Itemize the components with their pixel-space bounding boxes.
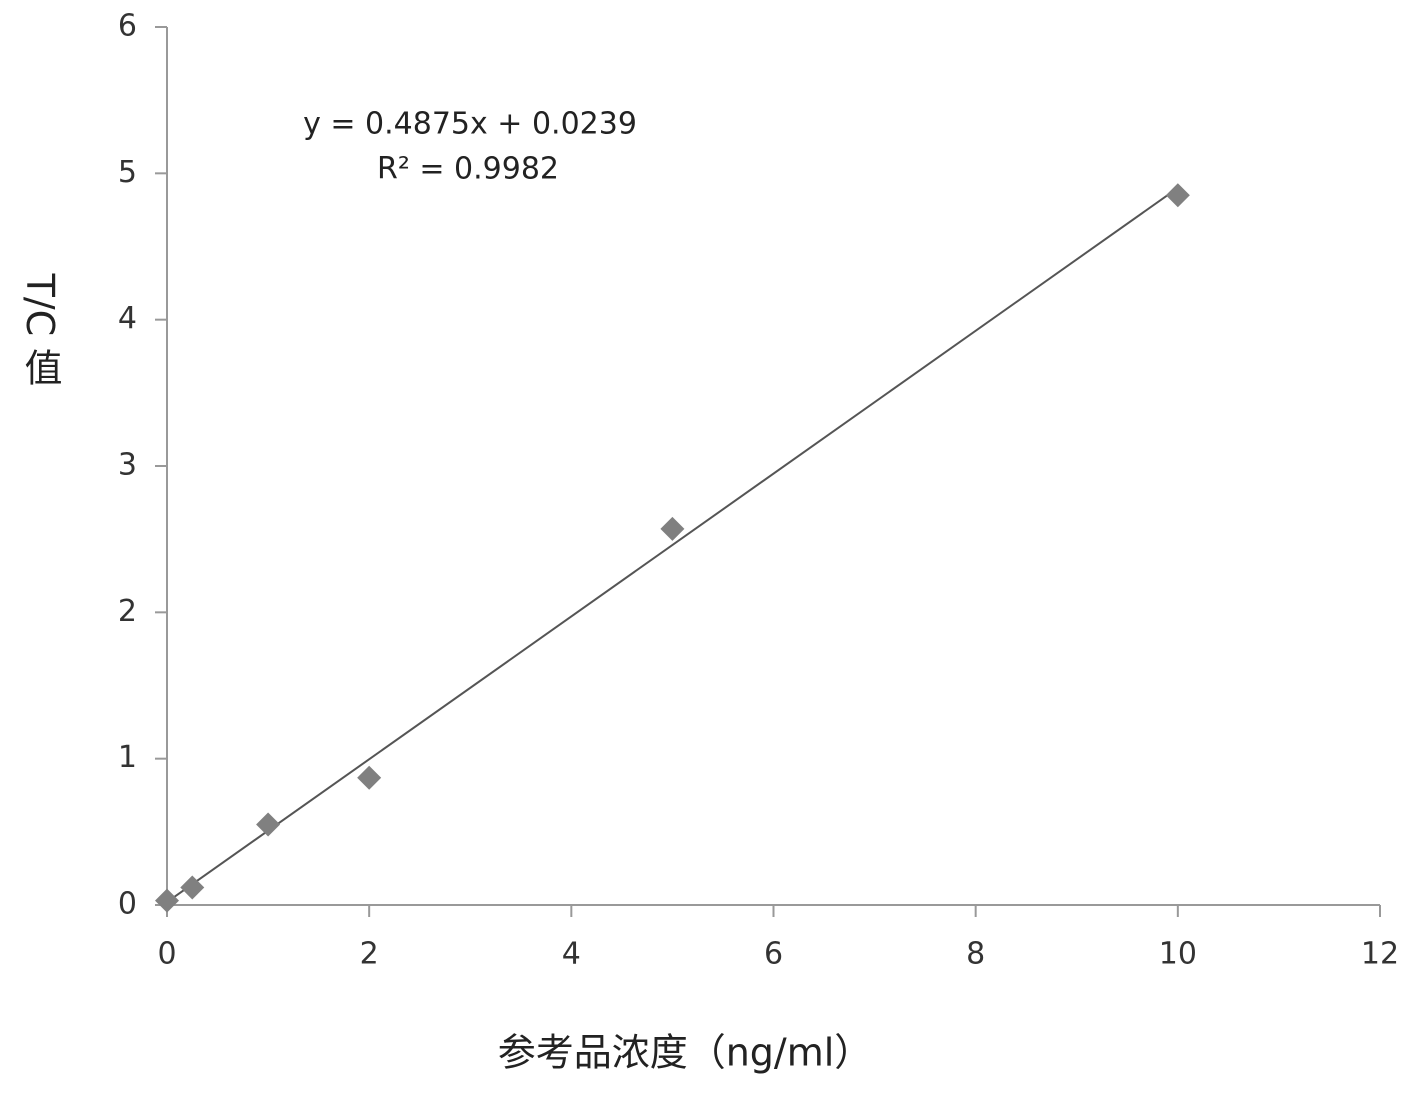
y-tick-label: 2	[118, 594, 137, 629]
data-point	[256, 812, 281, 837]
y-axis-title: T/C 值	[18, 273, 62, 387]
x-tick-label: 12	[1361, 937, 1399, 972]
x-axis-title: 参考品浓度（ng/ml）	[498, 1031, 873, 1075]
trendline	[166, 187, 1179, 903]
r-squared: R² = 0.9982	[377, 152, 559, 187]
x-tick-label: 2	[360, 937, 379, 972]
data-point	[1165, 183, 1190, 208]
y-tick-label: 3	[118, 448, 137, 483]
data-point	[155, 888, 179, 913]
data-point	[357, 765, 382, 790]
data-point	[660, 516, 685, 541]
y-tick-label: 5	[118, 155, 137, 190]
equation: y = 0.4875x + 0.0239	[303, 107, 637, 142]
x-tick-label: 10	[1159, 937, 1197, 972]
y-tick-label: 1	[118, 740, 137, 775]
data-point	[180, 875, 205, 900]
y-tick-label: 0	[118, 887, 137, 922]
y-tick-label: 4	[118, 301, 137, 336]
x-tick-label: 6	[764, 937, 783, 972]
x-tick-label: 8	[966, 937, 985, 972]
x-tick-label: 0	[157, 937, 176, 972]
x-tick-label: 4	[562, 937, 581, 972]
y-tick-label: 6	[118, 9, 137, 44]
